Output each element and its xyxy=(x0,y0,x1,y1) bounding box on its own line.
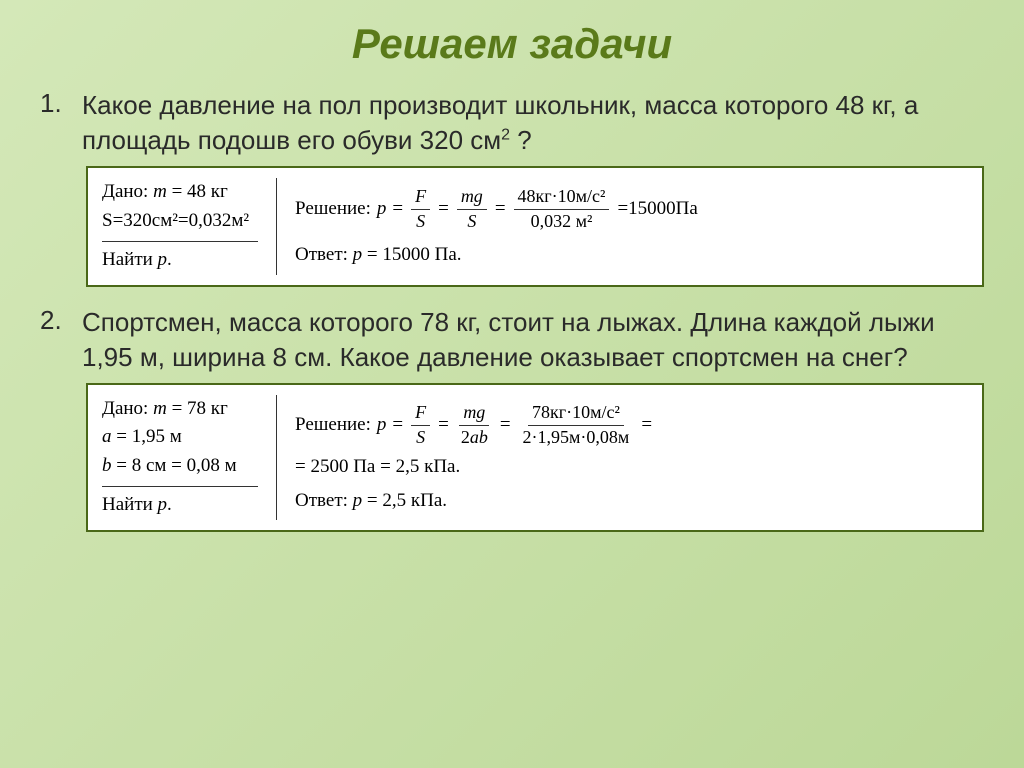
solution-1: Решение: p= FS = mgS = 48кг·10м/с²0,032 … xyxy=(277,178,968,275)
given-2-find: Найти p. xyxy=(102,486,258,520)
frac1b-top: F xyxy=(411,403,430,426)
frac1-bot: S xyxy=(412,210,429,232)
frac3b-bot: 2·1,95м·0,08м xyxy=(519,426,634,448)
solution-box-2: Дано: m = 78 кг a = 1,95 м b = 8 см = 0,… xyxy=(86,383,984,532)
answer-2: Ответ: p = 2,5 кПа. xyxy=(295,490,968,512)
given-2-line2: a = 1,95 м xyxy=(102,423,258,452)
given-1-find: Найти p. xyxy=(102,241,258,275)
frac2b-bot: 2ab xyxy=(457,426,492,448)
problem-1-text: Какое давление на пол производит школьни… xyxy=(82,88,984,158)
solution-label-2: Решение: xyxy=(295,414,371,436)
given-2-line3: b = 8 см = 0,08 м xyxy=(102,452,258,481)
problem-1-sup: 2 xyxy=(501,126,510,143)
problem-1: 1. Какое давление на пол производит школ… xyxy=(40,88,984,158)
page-title: Решаем задачи xyxy=(40,20,984,68)
frac3-bot: 0,032 м² xyxy=(527,210,597,232)
solution-box-1: Дано: m = 48 кг S=320см²=0,032м² Найти p… xyxy=(86,166,984,287)
solution-label-1: Решение: xyxy=(295,198,371,220)
answer-1: Ответ: p = 15000 Па. xyxy=(295,244,968,266)
problem-1-number: 1. xyxy=(40,88,64,119)
solution-2-equation: Решение: p= FS = mg2ab = 78кг·10м/с²2·1,… xyxy=(295,403,968,448)
result-2: = 2500 Па = 2,5 кПа. xyxy=(295,456,968,478)
frac1b-bot: S xyxy=(412,426,429,448)
problem-2: 2. Спортсмен, масса которого 78 кг, стои… xyxy=(40,305,984,375)
frac2b-top: mg xyxy=(459,403,489,426)
result-1: =15000Па xyxy=(617,198,697,220)
frac2-top: mg xyxy=(457,187,487,210)
problem-2-text: Спортсмен, масса которого 78 кг, стоит н… xyxy=(82,305,984,375)
frac1-top: F xyxy=(411,187,430,210)
problem-1-text-part3: ? xyxy=(510,125,532,155)
solution-2: Решение: p= FS = mg2ab = 78кг·10м/с²2·1,… xyxy=(277,395,968,520)
given-2: Дано: m = 78 кг a = 1,95 м b = 8 см = 0,… xyxy=(102,395,277,520)
solution-1-equation: Решение: p= FS = mgS = 48кг·10м/с²0,032 … xyxy=(295,187,968,232)
given-1: Дано: m = 48 кг S=320см²=0,032м² Найти p… xyxy=(102,178,277,275)
frac2-bot: S xyxy=(463,210,480,232)
problem-1-text-part1: Какое давление на пол производит школьни… xyxy=(82,90,918,155)
problem-2-number: 2. xyxy=(40,305,64,336)
given-1-line2: S=320см²=0,032м² xyxy=(102,207,258,236)
tail-2: = xyxy=(641,414,652,436)
frac3b-top: 78кг·10м/с² xyxy=(528,403,624,426)
frac3-top: 48кг·10м/с² xyxy=(514,187,610,210)
given-1-line1: Дано: m = 48 кг xyxy=(102,178,258,207)
given-2-line1: Дано: m = 78 кг xyxy=(102,395,258,424)
